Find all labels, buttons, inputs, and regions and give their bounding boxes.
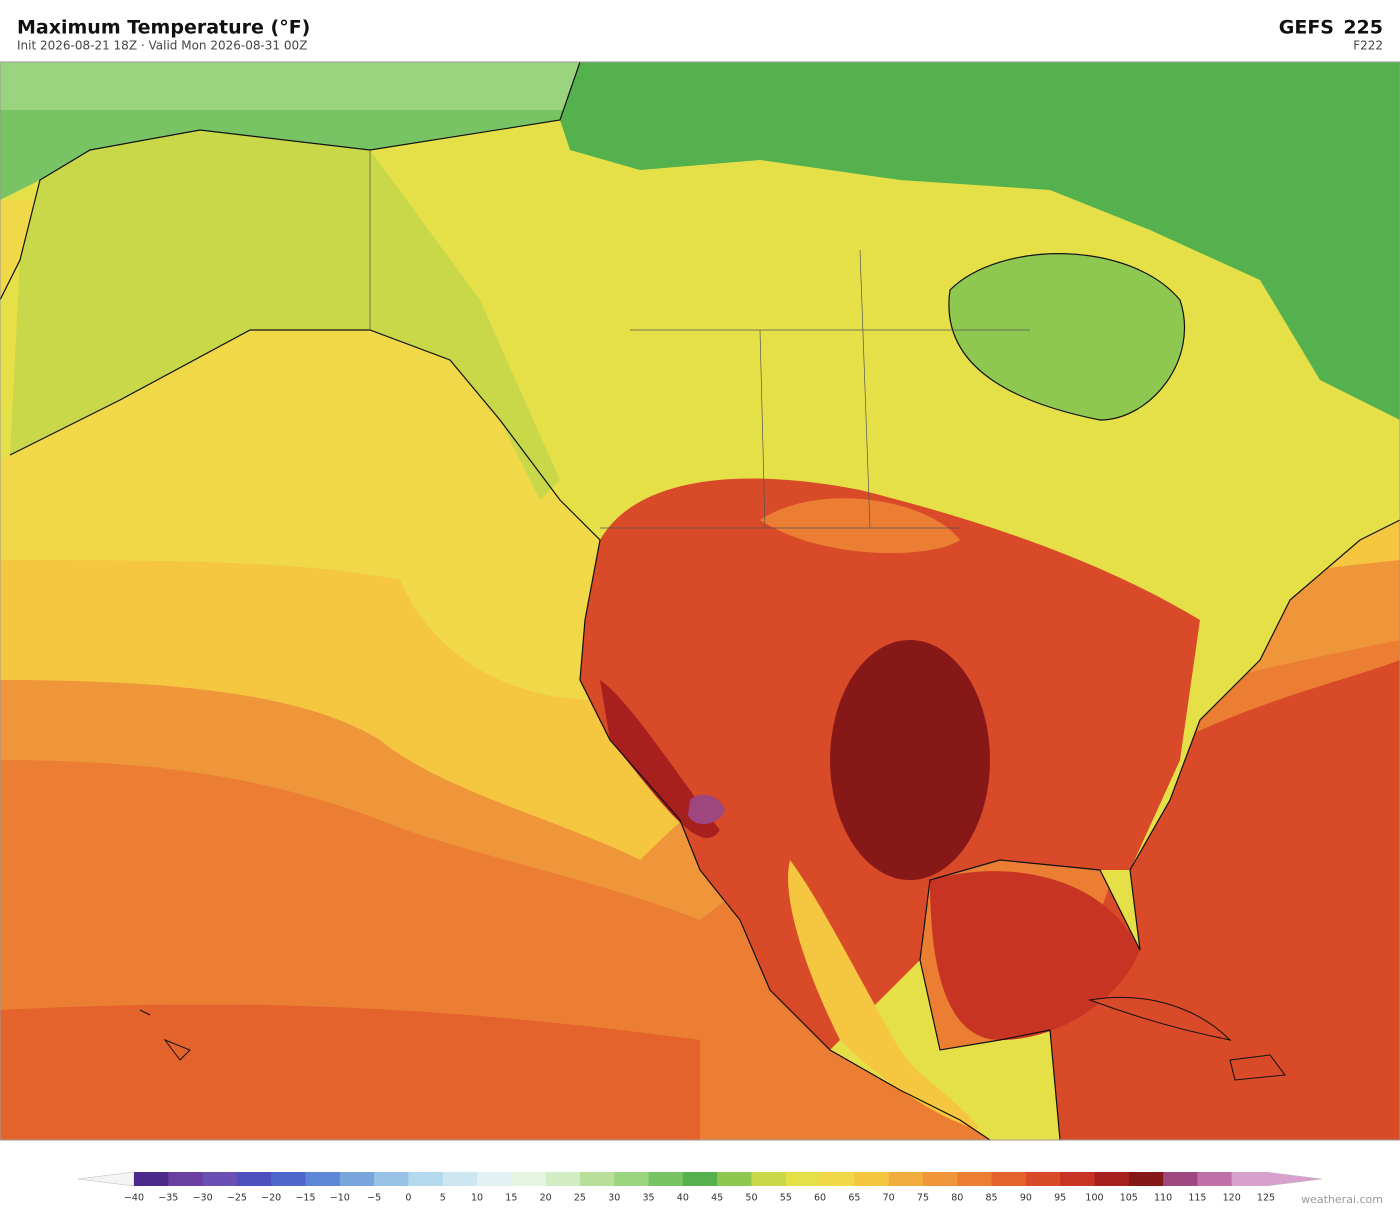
colorbar-tick-label: 55 [780, 1193, 792, 1204]
colorbar-tick-label: 80 [951, 1193, 963, 1204]
mexico-plateau [788, 860, 980, 1130]
run: 225 [1343, 17, 1383, 39]
colorbar-tick-label: 60 [814, 1193, 826, 1204]
ocean-band [1000, 660, 1400, 1140]
coastline [948, 253, 1186, 421]
colorbar-tick-label: 125 [1257, 1193, 1275, 1204]
colorbar-tick-label: −5 [367, 1193, 381, 1204]
colorbar-bin [339, 1172, 375, 1186]
colorbar-bin [545, 1172, 581, 1186]
colorbar-tick-label: 35 [642, 1193, 654, 1204]
colorbar-bin [1128, 1172, 1164, 1186]
colorbar-bin [820, 1172, 855, 1186]
colorbar-over [1265, 1171, 1323, 1187]
colorbar-bin [614, 1172, 650, 1186]
death-valley [688, 794, 725, 825]
colorbar-tick-label: 15 [505, 1193, 517, 1204]
watermark: weatherai.com [1301, 1193, 1383, 1206]
colorbar-tick-label: 30 [608, 1193, 620, 1204]
alaska-zone [10, 130, 560, 500]
colorbar-bin [477, 1172, 512, 1186]
forecast-hour: F222 [1353, 39, 1383, 53]
colorbar-bin [1060, 1172, 1095, 1186]
colorbar-tick-label: 10 [471, 1193, 483, 1204]
colorbar-bin [1197, 1172, 1233, 1186]
caribbean [1088, 996, 1286, 1081]
colorbar-tick-label: 5 [440, 1193, 446, 1204]
colorbar-tick-label: −25 [227, 1193, 247, 1204]
colorbar-bin [305, 1172, 341, 1186]
colorbar-bin [271, 1172, 307, 1186]
colorbar-tick-label: 100 [1085, 1193, 1103, 1204]
plains-hot [830, 640, 990, 880]
colorbar-bin [374, 1172, 409, 1186]
colorbar-tick-label: 105 [1120, 1193, 1138, 1204]
colorbar-tick-label: 70 [883, 1193, 895, 1204]
colorbar-tick-label: 45 [711, 1193, 723, 1204]
gulf [930, 871, 1140, 1040]
colorbar-tick-label: 110 [1154, 1193, 1172, 1204]
hudson-bay [948, 253, 1185, 420]
colorbar-bin [511, 1172, 547, 1186]
valley-hot [600, 680, 720, 838]
colorbar-tick-label: 0 [405, 1193, 411, 1204]
colorbar-tick-label: 75 [917, 1193, 929, 1204]
colorbar-tick-label: 20 [540, 1193, 552, 1204]
hawaii [139, 1009, 191, 1061]
colorbar-bin [1025, 1172, 1061, 1186]
colorbar-tick-label: −30 [193, 1193, 213, 1204]
colorbar-bin [1163, 1172, 1198, 1186]
colorbar-under [77, 1171, 135, 1187]
colorbar-bin [579, 1172, 615, 1186]
colorbar-tick-label: −10 [330, 1193, 350, 1204]
colorbar-bin [168, 1172, 204, 1186]
colorbar-bin [442, 1172, 478, 1186]
colorbar-tick-label: 95 [1054, 1193, 1066, 1204]
model: GEFS [1279, 17, 1334, 39]
colorbar-tick-label: 115 [1188, 1193, 1206, 1204]
ocean-band [0, 1004, 700, 1140]
colorbar-bin [682, 1172, 718, 1186]
colorbar-tick-label: 25 [574, 1193, 586, 1204]
colorbar-tick-label: −15 [295, 1193, 315, 1204]
colorbar-bin [134, 1172, 169, 1186]
subtitle: Init 2026-08-21 18Z · Valid Mon 2026-08-… [17, 39, 307, 53]
ocean-band [0, 110, 580, 200]
colorbar-bin [408, 1172, 444, 1186]
colorbar-tick-label: −20 [261, 1193, 281, 1204]
colorbar-tick-label: −40 [124, 1193, 144, 1204]
colorbar-bin [785, 1172, 821, 1186]
colorbar-tick-label: 85 [986, 1193, 998, 1204]
colorbar-tick-label: 120 [1223, 1193, 1241, 1204]
borders [369, 150, 1030, 529]
colorbar-bin [888, 1172, 924, 1186]
title: Maximum Temperature (°F) [17, 17, 310, 39]
colorbar-tick-label: 50 [745, 1193, 757, 1204]
map-frame [0, 61, 1400, 1141]
prairie-zone [760, 498, 960, 554]
colorbar-bin [751, 1172, 787, 1186]
colorbar-bin [236, 1172, 272, 1186]
colorbar-bin [854, 1172, 890, 1186]
colorbar-tick-label: 90 [1020, 1193, 1032, 1204]
arctic-zone [560, 62, 1400, 420]
colorbar-bin [1231, 1172, 1267, 1186]
colorbar-bin [922, 1172, 958, 1186]
colorbar-bin [957, 1172, 993, 1186]
colorbar-tick-label: 65 [848, 1193, 860, 1204]
colorbar-bin [991, 1172, 1027, 1186]
colorbar-bin [202, 1172, 238, 1186]
map [0, 61, 1400, 1141]
colorbar-tick-label: 40 [677, 1193, 689, 1204]
colorbar: −40 −35 −30 −25 −20 −15 −10 −5 0 5 10 15 20 25 30 35 40 4… [77, 1171, 1323, 1204]
colorbar-bin [717, 1172, 752, 1186]
colorbar-bin [648, 1172, 684, 1186]
colorbar-bin [1094, 1172, 1130, 1186]
colorbar-tick-label: −35 [158, 1193, 178, 1204]
